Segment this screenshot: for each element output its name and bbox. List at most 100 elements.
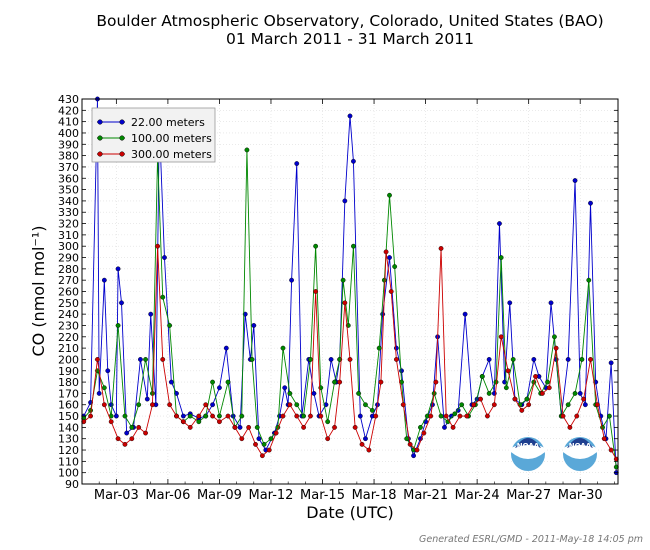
data-point <box>167 323 173 328</box>
data-point <box>608 447 614 453</box>
data-point <box>325 436 331 442</box>
data-point <box>450 424 456 430</box>
y-tick-label: 380 <box>58 150 79 163</box>
data-point <box>378 379 384 385</box>
data-point <box>548 300 554 306</box>
data-point <box>400 402 406 408</box>
data-point <box>581 396 587 402</box>
data-point <box>239 413 245 419</box>
data-point <box>203 402 209 408</box>
data-point <box>478 396 483 402</box>
data-point <box>531 357 537 362</box>
data-point <box>325 419 331 425</box>
y-tick-label: 260 <box>58 286 79 299</box>
y-tick-label: 210 <box>58 342 79 355</box>
data-point <box>225 379 231 385</box>
data-point <box>162 255 167 260</box>
chart-subtitle: 01 March 2011 - 31 March 2011 <box>226 30 474 48</box>
data-point <box>340 277 346 283</box>
data-point <box>318 413 324 419</box>
data-point <box>459 402 465 408</box>
data-point <box>337 379 343 385</box>
legend-marker-300m <box>97 151 103 157</box>
y-tick-label: 180 <box>58 376 79 389</box>
footer-generated-text: Generated ESRL/GMD - 2011-May-18 14:05 p… <box>419 534 643 545</box>
y-tick-label: 200 <box>58 353 79 366</box>
data-point <box>601 436 607 442</box>
data-point <box>174 391 179 396</box>
data-point <box>223 345 229 351</box>
data-point <box>457 413 463 419</box>
x-tick-label: Mar-12 <box>249 488 294 503</box>
data-point <box>363 402 368 408</box>
legend-marker-100m <box>97 135 103 141</box>
data-point <box>88 413 93 419</box>
y-tick-label: 420 <box>58 104 79 117</box>
data-point <box>187 424 193 430</box>
y-tick-label: 410 <box>58 116 79 129</box>
data-point <box>404 436 410 442</box>
y-tick-label: 310 <box>58 229 79 242</box>
data-point <box>225 413 231 419</box>
data-point <box>393 345 399 351</box>
y-tick-label: 150 <box>58 410 79 423</box>
data-point <box>442 424 447 430</box>
data-point <box>143 430 148 436</box>
data-point <box>433 379 439 385</box>
data-point <box>418 424 423 430</box>
data-point <box>203 413 209 419</box>
data-point <box>124 430 130 436</box>
noaa-logo-left-wave <box>511 444 545 459</box>
data-point <box>347 357 353 362</box>
data-point <box>280 413 286 419</box>
y-tick-label: 90 <box>65 478 79 491</box>
data-point <box>452 411 458 417</box>
y-tick-label: 340 <box>58 195 79 208</box>
data-point <box>266 447 272 453</box>
data-point <box>148 311 154 317</box>
y-tick-label: 270 <box>58 274 79 287</box>
data-point <box>308 413 313 419</box>
y-tick-label: 400 <box>58 127 79 140</box>
y-tick-label: 350 <box>58 184 79 197</box>
data-point <box>545 379 550 385</box>
data-point <box>428 413 434 419</box>
data-point <box>113 413 119 419</box>
data-point <box>577 391 583 396</box>
data-point <box>351 158 356 164</box>
data-point <box>282 385 288 391</box>
data-point <box>407 441 413 447</box>
data-point <box>438 246 444 251</box>
legend-marker-300m-end <box>119 151 125 157</box>
data-point <box>607 413 612 419</box>
data-point <box>115 436 121 442</box>
data-point <box>411 453 416 459</box>
noaa-logo-right-bird <box>567 438 593 448</box>
noaa-logo-left-text: NOAA <box>517 442 540 450</box>
data-point <box>101 277 107 283</box>
x-tick-label: Mar-03 <box>94 488 139 503</box>
chart-title: Boulder Atmospheric Observatory, Colorad… <box>96 12 603 30</box>
data-point <box>608 360 614 366</box>
x-tick-label: Mar-30 <box>558 488 603 503</box>
y-tick-label: 300 <box>58 240 79 253</box>
data-point <box>387 192 392 198</box>
x-axis-ticks: Mar-03 Mar-06 Mar-09 Mar-12 Mar-15 Mar-18 Mar-… <box>94 99 615 503</box>
data-point <box>210 379 215 385</box>
data-point <box>144 396 150 402</box>
data-point <box>486 391 492 396</box>
x-tick-label: Mar-06 <box>145 488 190 503</box>
data-point <box>369 407 375 413</box>
data-point <box>507 300 513 306</box>
legend-label-22m: 22.00 meters <box>131 116 205 129</box>
noaa-logo-left-bird <box>515 438 541 448</box>
data-point <box>479 374 485 379</box>
data-point <box>443 413 449 419</box>
y-tick-label: 100 <box>58 467 79 480</box>
data-point <box>553 345 559 351</box>
data-point <box>392 264 398 269</box>
y-tick-label: 320 <box>58 218 79 231</box>
data-point <box>414 447 420 453</box>
data-point <box>552 334 557 340</box>
